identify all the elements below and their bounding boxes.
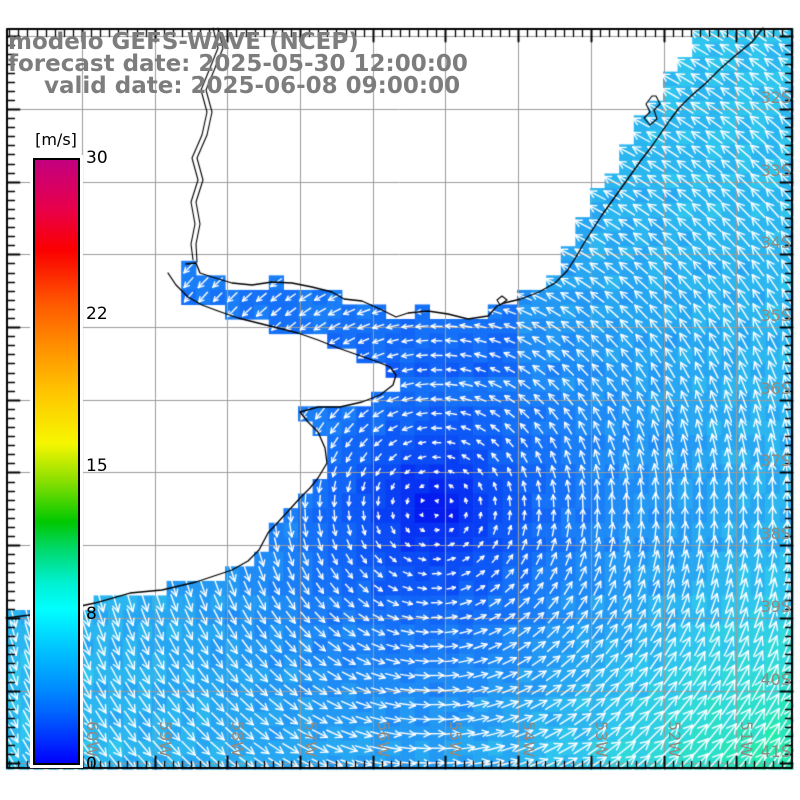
longitude-label: 51W (737, 721, 756, 758)
longitude-label: 54W (519, 721, 538, 758)
latitude-label: 40S (760, 670, 791, 689)
longitude-label: 60W (83, 721, 102, 758)
colorbar-tick-label: 30 (86, 148, 108, 168)
latitude-label: 36S (760, 379, 791, 398)
colorbar (33, 158, 80, 765)
latitude-label: 32S (760, 88, 791, 107)
latitude-label: 34S (760, 233, 791, 252)
longitude-label: 55W (446, 721, 465, 758)
model-title: modelo GEFS-WAVE (NCEP) (8, 29, 359, 55)
longitude-label: 57W (301, 721, 320, 758)
latitude-label: 41S (760, 742, 791, 761)
colorbar-tick-label: 22 (86, 304, 108, 324)
longitude-label: 53W (592, 721, 611, 758)
colorbar-gradient (35, 160, 78, 763)
latitude-label: 33S (760, 161, 791, 180)
colorbar-tick-label: 15 (86, 456, 108, 476)
forecast-date: forecast date: 2025-05-30 12:00:00 (8, 51, 468, 77)
colorbar-tick-label: 8 (86, 604, 97, 624)
latitude-label: 39S (760, 597, 791, 616)
longitude-label: 59W (156, 721, 175, 758)
latitude-label: 38S (760, 524, 791, 543)
longitude-label: 52W (665, 721, 684, 758)
valid-date: valid date: 2025-06-08 09:00:00 (44, 73, 461, 99)
latitude-label: 37S (760, 451, 791, 470)
longitude-label: 58W (228, 721, 247, 758)
colorbar-unit-label: [m/s] (35, 130, 77, 149)
latitude-label: 35S (760, 306, 791, 325)
colorbar-tick-label: 0 (86, 754, 97, 774)
longitude-label: 56W (374, 721, 393, 758)
